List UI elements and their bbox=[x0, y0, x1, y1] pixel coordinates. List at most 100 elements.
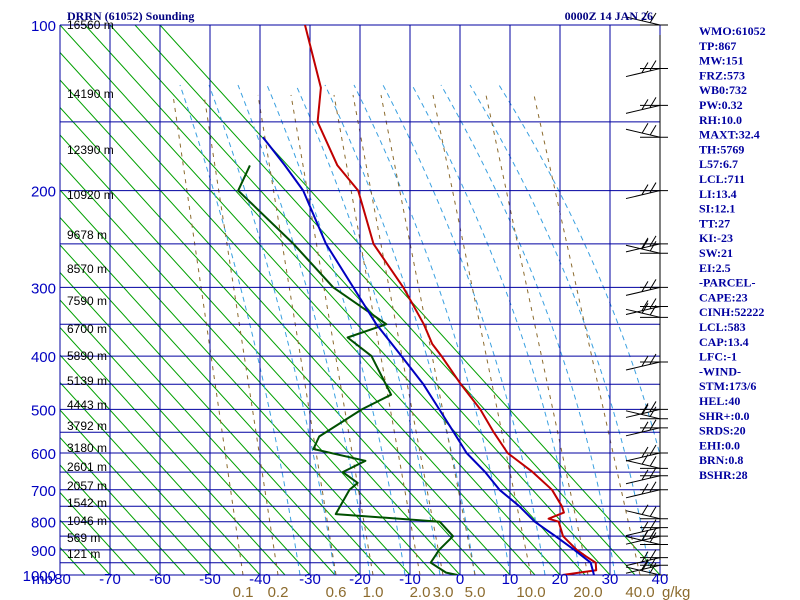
index-item: L57:6.7 bbox=[699, 157, 738, 171]
index-item: TT:27 bbox=[699, 216, 730, 230]
temperature-tick-label: -70 bbox=[99, 571, 121, 588]
pressure-unit-label: mb bbox=[32, 571, 53, 588]
dry-adiabat-line bbox=[60, 216, 386, 575]
height-label: 6700 m bbox=[67, 322, 107, 336]
pressure-tick-label: 200 bbox=[31, 184, 56, 201]
index-item: SI:12.1 bbox=[699, 202, 735, 216]
dry-adiabat-line bbox=[60, 354, 261, 575]
index-item: LCL:583 bbox=[699, 320, 746, 334]
height-label: 1542 m bbox=[67, 496, 107, 510]
temperature-tick-label: -80 bbox=[49, 571, 71, 588]
wind-barb bbox=[625, 97, 661, 114]
moist-adiabat-line bbox=[469, 84, 651, 575]
index-item: HEL:40 bbox=[699, 394, 740, 408]
height-label: 3180 m bbox=[67, 441, 107, 455]
temperature-tick-label: 10 bbox=[502, 571, 519, 588]
wind-barb bbox=[625, 454, 661, 469]
dry-adiabat-line bbox=[60, 409, 211, 575]
index-item: FRZ:573 bbox=[699, 68, 745, 82]
mixing-ratio-line bbox=[352, 94, 444, 575]
index-item: WMO:61052 bbox=[699, 24, 766, 38]
moist-adiabat-line bbox=[237, 84, 371, 575]
height-label: 12390 m bbox=[67, 143, 114, 157]
height-label: 5139 m bbox=[67, 374, 107, 388]
dry-adiabat-line bbox=[60, 326, 286, 575]
index-item: LCL:711 bbox=[699, 172, 745, 186]
height-label: 1046 m bbox=[67, 514, 107, 528]
index-item: SHR+:0.0 bbox=[699, 409, 750, 423]
dry-adiabat-line bbox=[60, 51, 536, 575]
wind-barb bbox=[625, 123, 661, 138]
index-item: KI:-23 bbox=[699, 231, 733, 245]
temperature-tick-label: -30 bbox=[299, 571, 321, 588]
dry-adiabat-line bbox=[60, 271, 336, 575]
height-label: 9678 m bbox=[67, 228, 107, 242]
moist-adiabat-line bbox=[266, 84, 406, 575]
mixing-ratio-line bbox=[257, 94, 337, 575]
temperature-tick-label: 0 bbox=[456, 571, 464, 588]
index-item: CAPE:23 bbox=[699, 290, 748, 304]
pressure-tick-label: 400 bbox=[31, 349, 56, 366]
wind-barb bbox=[625, 279, 661, 296]
height-label: 121 m bbox=[67, 547, 100, 561]
index-item: MW:151 bbox=[699, 54, 744, 68]
height-label: 7590 m bbox=[67, 294, 107, 308]
height-label: 569 m bbox=[67, 531, 100, 545]
index-item: -WIND- bbox=[699, 364, 741, 378]
pressure-tick-label: 800 bbox=[31, 515, 56, 532]
wind-barb bbox=[625, 519, 661, 537]
wind-barb bbox=[625, 182, 661, 200]
mixing-ratio-label: 10.0 bbox=[516, 584, 545, 600]
index-item: EHI:0.0 bbox=[699, 438, 740, 452]
pressure-tick-label: 600 bbox=[31, 446, 56, 463]
height-label: 3792 m bbox=[67, 419, 107, 433]
dry-adiabat-line bbox=[60, 299, 311, 575]
index-item: MAXT:32.4 bbox=[699, 128, 760, 142]
wind-barb bbox=[625, 60, 661, 78]
temperature-tick-label: -50 bbox=[199, 571, 221, 588]
height-label: 2057 m bbox=[67, 479, 107, 493]
pressure-tick-label: 300 bbox=[31, 280, 56, 297]
index-item: SW:21 bbox=[699, 246, 733, 260]
wind-barb bbox=[625, 238, 661, 254]
wind-barb bbox=[625, 549, 661, 567]
height-label: 5890 m bbox=[67, 349, 107, 363]
mixing-ratio-line bbox=[533, 94, 641, 575]
index-item: CAP:13.4 bbox=[699, 335, 749, 349]
moist-adiabat-line bbox=[208, 84, 336, 575]
isobar-isotherm-grid bbox=[59, 24, 661, 576]
index-item: LI:13.4 bbox=[699, 187, 737, 201]
mixing-ratio-label: 0.2 bbox=[268, 584, 289, 600]
mixing-ratio-label: 0.1 bbox=[233, 584, 254, 600]
dry-adiabat-line bbox=[134, 25, 636, 575]
wind-barb bbox=[625, 530, 661, 545]
pressure-tick-label: 500 bbox=[31, 402, 56, 419]
mixing-ratio-label: 2.0 bbox=[410, 584, 431, 600]
mixing-ratio-label: 0.6 bbox=[326, 584, 347, 600]
mixing-ratio-unit: g/kg bbox=[662, 584, 690, 600]
wind-barb bbox=[625, 481, 661, 499]
index-item: LFC:-1 bbox=[699, 350, 737, 364]
temperature-line bbox=[304, 25, 598, 575]
height-label: 10920 m bbox=[67, 188, 114, 202]
wind-barb bbox=[625, 560, 661, 576]
height-label: 4443 m bbox=[67, 398, 107, 412]
pressure-tick-label: 100 bbox=[31, 18, 56, 35]
dry-adiabat-line bbox=[60, 436, 186, 575]
wind-barb bbox=[625, 467, 661, 485]
temperature-tick-label: 30 bbox=[602, 571, 619, 588]
index-item: PW:0.32 bbox=[699, 98, 743, 112]
sounding-profiles bbox=[237, 25, 598, 575]
index-item: BSHR:28 bbox=[699, 468, 748, 482]
index-item: STM:173/6 bbox=[699, 379, 756, 393]
index-item: -PARCEL- bbox=[699, 276, 755, 290]
stability-indices-panel: WMO:61052TP:867MW:151FRZ:573WB0:732PW:0.… bbox=[699, 24, 766, 482]
moist-adiabat-line bbox=[382, 84, 546, 575]
dry-adiabat-line bbox=[84, 25, 586, 575]
temperature-tick-label: -10 bbox=[399, 571, 421, 588]
wind-barb bbox=[625, 419, 661, 437]
index-item: CINH:52222 bbox=[699, 305, 764, 319]
index-item: TH:5769 bbox=[699, 142, 744, 156]
